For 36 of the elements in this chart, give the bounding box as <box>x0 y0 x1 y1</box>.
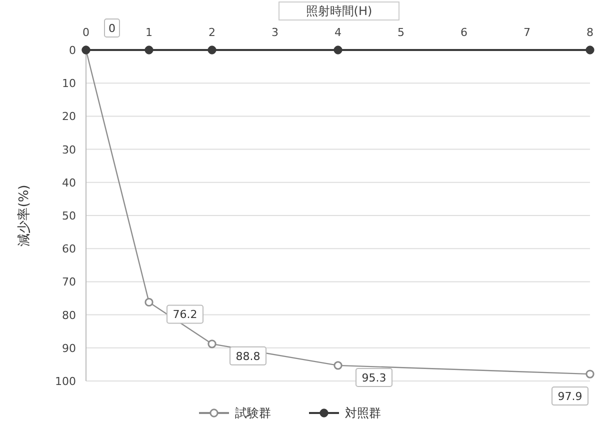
x-tick-label: 6 <box>460 26 468 39</box>
legend-label: 試験群 <box>235 406 271 420</box>
point <box>334 46 342 54</box>
x-tick-label: 5 <box>398 26 404 39</box>
x-axis-title: 照射時間(H) <box>306 4 372 18</box>
y-axis-title: 減少率(%) <box>16 184 32 246</box>
point <box>144 46 154 54</box>
y-tick-label: 90 <box>62 342 76 355</box>
point <box>144 298 154 307</box>
x-tick-label: 4 <box>334 26 342 39</box>
x-tick-label: 0 <box>82 26 90 39</box>
x-tick-label: 1 <box>146 26 152 39</box>
point <box>586 46 594 54</box>
data-label: 88.8 <box>236 350 260 363</box>
x-tick-label: 3 <box>272 26 278 39</box>
data-label: 97.9 <box>558 390 582 404</box>
x-tick-label: 8 <box>586 26 594 39</box>
legend-label: 対照群 <box>345 406 381 420</box>
data-label: 95.3 <box>362 371 386 384</box>
y-tick-label: 60 <box>62 242 76 256</box>
y-tick-label: 80 <box>62 308 76 322</box>
point <box>334 361 342 370</box>
y-tick-label: 100 <box>55 375 76 388</box>
y-tick-label: 20 <box>62 110 76 124</box>
y-tick-label: 70 <box>62 276 76 289</box>
data-label: 76.2 <box>172 308 198 322</box>
y-tick-label: 30 <box>62 143 76 156</box>
y-tick-label: 50 <box>62 210 76 222</box>
point <box>208 46 216 54</box>
y-tick-label: 10 <box>62 77 76 90</box>
x-tick-label: 2 <box>208 26 216 39</box>
point <box>586 370 594 378</box>
point <box>208 340 216 348</box>
x-tick-label: 7 <box>524 26 530 39</box>
y-tick-label: 40 <box>62 176 76 190</box>
y-tick-label: 0 <box>69 44 76 57</box>
